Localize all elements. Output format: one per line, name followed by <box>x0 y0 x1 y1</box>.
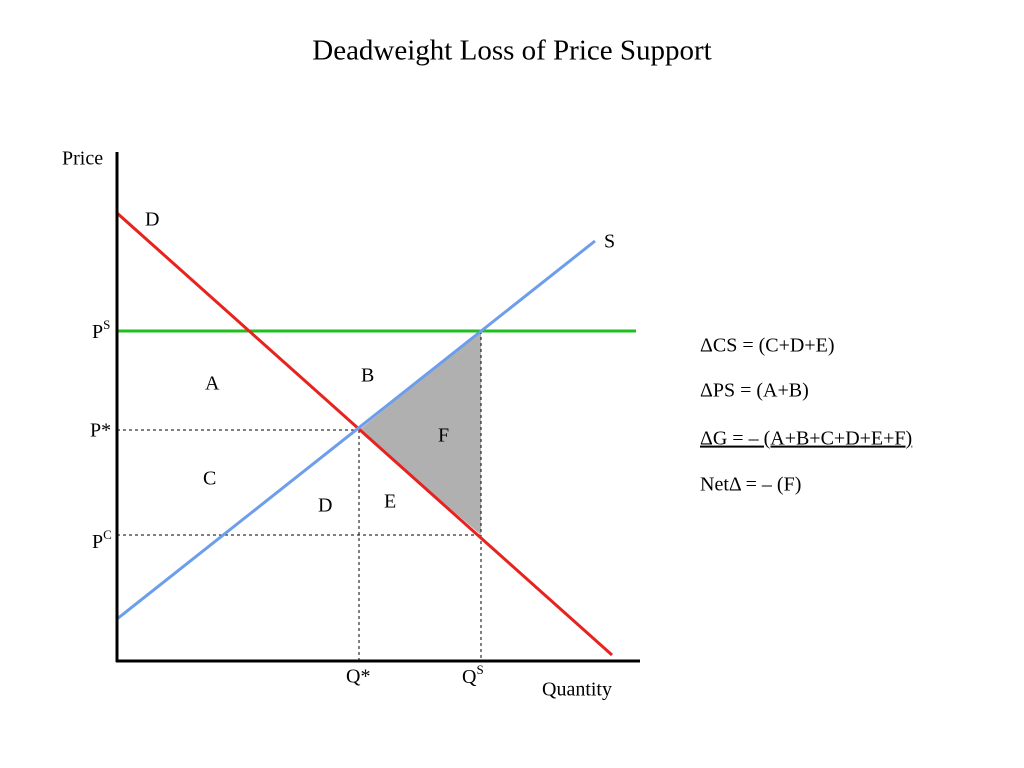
equation: ΔPS = (A+B) <box>700 380 809 402</box>
deadweight-loss-area <box>359 331 481 535</box>
region-label: A <box>205 373 220 395</box>
label-base: Q <box>462 666 477 688</box>
region-label: E <box>384 491 396 513</box>
region-label: C <box>203 468 216 490</box>
supply-label: S <box>604 231 615 253</box>
x-axis-label: Quantity <box>542 679 612 701</box>
supply-curve <box>116 239 596 621</box>
guide-lines <box>117 331 482 661</box>
y-axis-label: Price <box>62 148 103 170</box>
equation: ΔG = – (A+B+C+D+E+F) <box>700 428 912 450</box>
price-label: PC <box>92 527 112 553</box>
region-label: F <box>438 425 449 447</box>
region-label: B <box>361 365 374 387</box>
label-sup: C <box>103 527 112 542</box>
quantity-label: Q* <box>346 666 370 688</box>
label-base: P <box>92 321 103 343</box>
region-label: D <box>318 495 332 517</box>
label-sup: S <box>103 317 110 332</box>
price-label: P* <box>90 420 111 442</box>
title: Deadweight Loss of Price Support <box>312 35 712 67</box>
label-sup: S <box>476 662 483 677</box>
demand-label: D <box>145 209 159 231</box>
demand-curve <box>116 211 613 657</box>
equation: ΔCS = (C+D+E) <box>700 335 834 357</box>
price-label: PS <box>92 317 110 343</box>
quantity-label: QS <box>462 662 484 688</box>
equation: NetΔ = – (F) <box>700 474 801 496</box>
label-base: P <box>92 531 103 553</box>
